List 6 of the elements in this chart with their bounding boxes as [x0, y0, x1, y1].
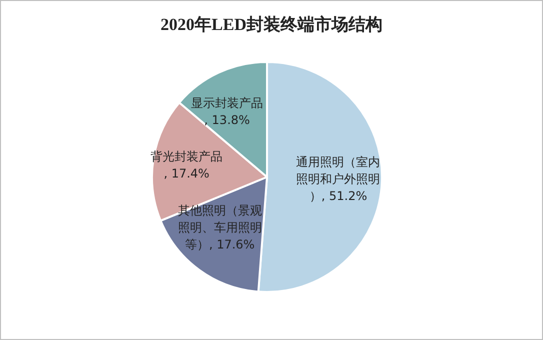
slice-label: 显示封装产品 — [191, 96, 264, 110]
data-label: , 17.4% — [164, 166, 210, 180]
chart-title: 2020年LED封装终端市场结构 — [160, 14, 384, 36]
data-label: , 13.8% — [204, 112, 250, 127]
slice-label: 背光封装产品 — [150, 149, 223, 164]
slice-label: 通用照明（室内照明和户外照明）, 51.2% — [296, 154, 380, 203]
